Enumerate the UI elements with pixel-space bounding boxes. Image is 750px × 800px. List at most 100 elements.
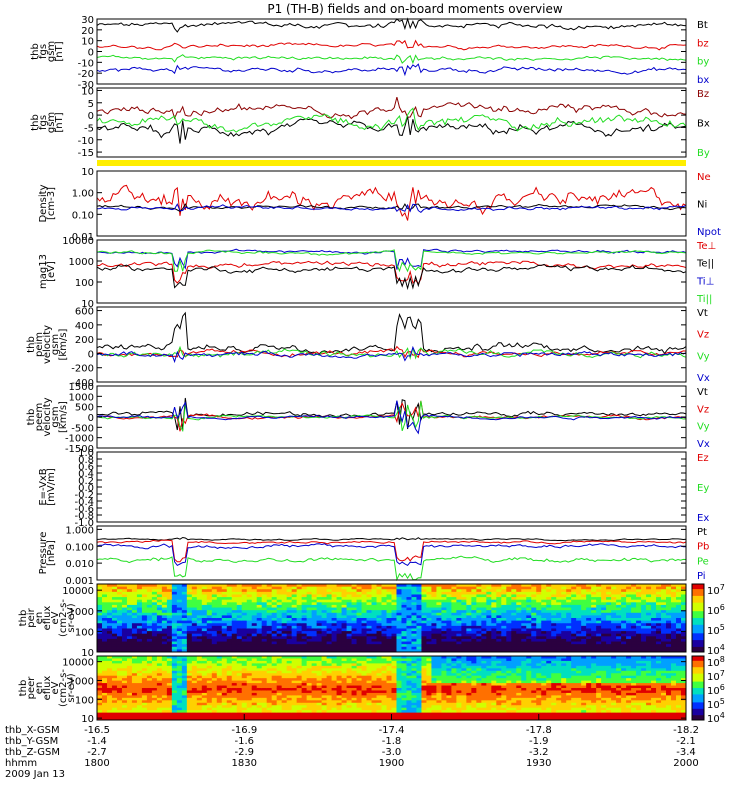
spectrogram-cell [296, 607, 303, 611]
spectrogram-cell [276, 678, 283, 682]
spectrogram-cell [191, 620, 198, 624]
spectrogram-cell [181, 646, 188, 650]
spectrogram-cell [121, 695, 128, 699]
spectrogram-cell [406, 649, 412, 653]
spectrogram-cell [356, 680, 363, 684]
spectrogram-cell [526, 628, 532, 632]
spectrogram-cell [361, 678, 368, 682]
spectrogram-cell [171, 660, 178, 664]
spectrogram-cell [666, 623, 672, 627]
spectrogram-cell [261, 697, 268, 701]
spectrogram-cell [206, 695, 213, 699]
spectrogram-cell [531, 602, 537, 606]
spectrogram-cell [356, 685, 363, 689]
spectrogram-cell [631, 636, 637, 640]
spectrogram-cell [481, 623, 487, 627]
spectrogram-cell [301, 717, 308, 721]
spectrogram-cell [641, 638, 647, 643]
spectrogram-cell [171, 638, 178, 643]
spectrogram-cell [301, 646, 308, 650]
spectrogram-cell [526, 604, 532, 609]
spectrogram-cell [446, 618, 452, 622]
spectrogram-cell [351, 610, 358, 614]
spectrogram-cell [276, 649, 283, 653]
spectrogram-cell [366, 660, 373, 664]
spectrogram-cell [161, 612, 168, 616]
spectrogram-cell [346, 707, 353, 711]
spectrogram-cell [376, 607, 383, 611]
spectrogram-cell [586, 597, 592, 601]
spectrogram-cell [366, 690, 373, 694]
spectrogram-cell [341, 607, 348, 611]
y-tick-label: 10 [81, 167, 94, 178]
spectrogram-cell [581, 620, 587, 624]
spectrogram-cell [326, 599, 333, 603]
spectrogram-cell [656, 597, 662, 601]
spectrogram-cell [376, 623, 383, 627]
spectrogram-cell [301, 692, 308, 696]
spectrogram-cell [121, 607, 128, 611]
spectrogram-cell [221, 586, 228, 590]
spectrogram-cell [201, 607, 208, 611]
spectrogram-cell [336, 683, 343, 687]
spectrogram-cell [366, 597, 373, 601]
spectrogram-cell [221, 700, 228, 704]
spectrogram-cell [146, 638, 153, 643]
spectrogram-cell [426, 628, 432, 632]
spectrogram-cell [556, 631, 562, 635]
spectrogram-cell [251, 646, 258, 650]
spectrogram-cell [366, 591, 373, 595]
spectrogram-cell [561, 620, 567, 624]
spectrogram-cell [121, 633, 128, 637]
spectrogram-cell [161, 660, 168, 664]
spectrogram-cell [261, 663, 268, 667]
spectrogram-cell [301, 697, 308, 701]
spectrogram-cell [191, 584, 198, 588]
spectrogram-cell [206, 631, 213, 635]
spectrogram-cell [291, 602, 298, 606]
spectrogram-cell [471, 594, 477, 598]
spectrogram-cell [351, 712, 358, 716]
spectrogram-cell [221, 707, 228, 711]
spectrogram-cell [231, 589, 238, 593]
spectrogram-cell [516, 599, 522, 603]
spectrogram-cell [146, 685, 153, 689]
spectrogram-cell [471, 586, 477, 590]
spectrogram-cell [281, 678, 288, 682]
spectrogram-cell [676, 597, 682, 601]
spectrogram-cell [236, 620, 243, 624]
spectrogram-cell [246, 644, 253, 648]
spectrogram-cell [161, 690, 168, 694]
spectrogram-cell [171, 584, 178, 588]
spectrogram-cell [196, 683, 203, 687]
spectrogram-cell [251, 628, 258, 632]
spectrogram-cell [381, 597, 388, 601]
spectrogram-cell [491, 623, 497, 627]
spectrogram-cell [411, 631, 417, 635]
spectrogram-cell [171, 610, 178, 614]
panel-peir-spec: 10710610510410000100010010thbpeireneflux… [18, 583, 725, 659]
panel-frame [96, 87, 687, 158]
spectrogram-cell [206, 615, 213, 619]
spectrogram-cell [641, 646, 647, 650]
spectrogram-cell [126, 649, 133, 653]
spectrogram-cell [156, 705, 163, 709]
spectrogram-cell [136, 688, 143, 691]
spectrogram-cell [346, 656, 353, 659]
spectrogram-cell [221, 690, 228, 694]
spectrogram-cell [256, 607, 263, 611]
spectrogram-cell [141, 705, 148, 709]
spectrogram-cell [396, 673, 402, 677]
spectrogram-cell [271, 668, 278, 672]
spectrogram-cell [431, 615, 437, 619]
spectrogram-cell [636, 586, 642, 590]
spectrogram-cell [326, 591, 333, 595]
spectrogram-cell [451, 602, 457, 606]
spectrogram-cell [261, 618, 268, 622]
spectrogram-cell [166, 602, 173, 606]
spectrogram-cell [386, 618, 392, 622]
spectrogram-cell [211, 712, 218, 716]
spectrogram-cell [681, 615, 687, 619]
spectrogram-cell [216, 673, 223, 677]
spectrogram-cell [276, 625, 283, 629]
